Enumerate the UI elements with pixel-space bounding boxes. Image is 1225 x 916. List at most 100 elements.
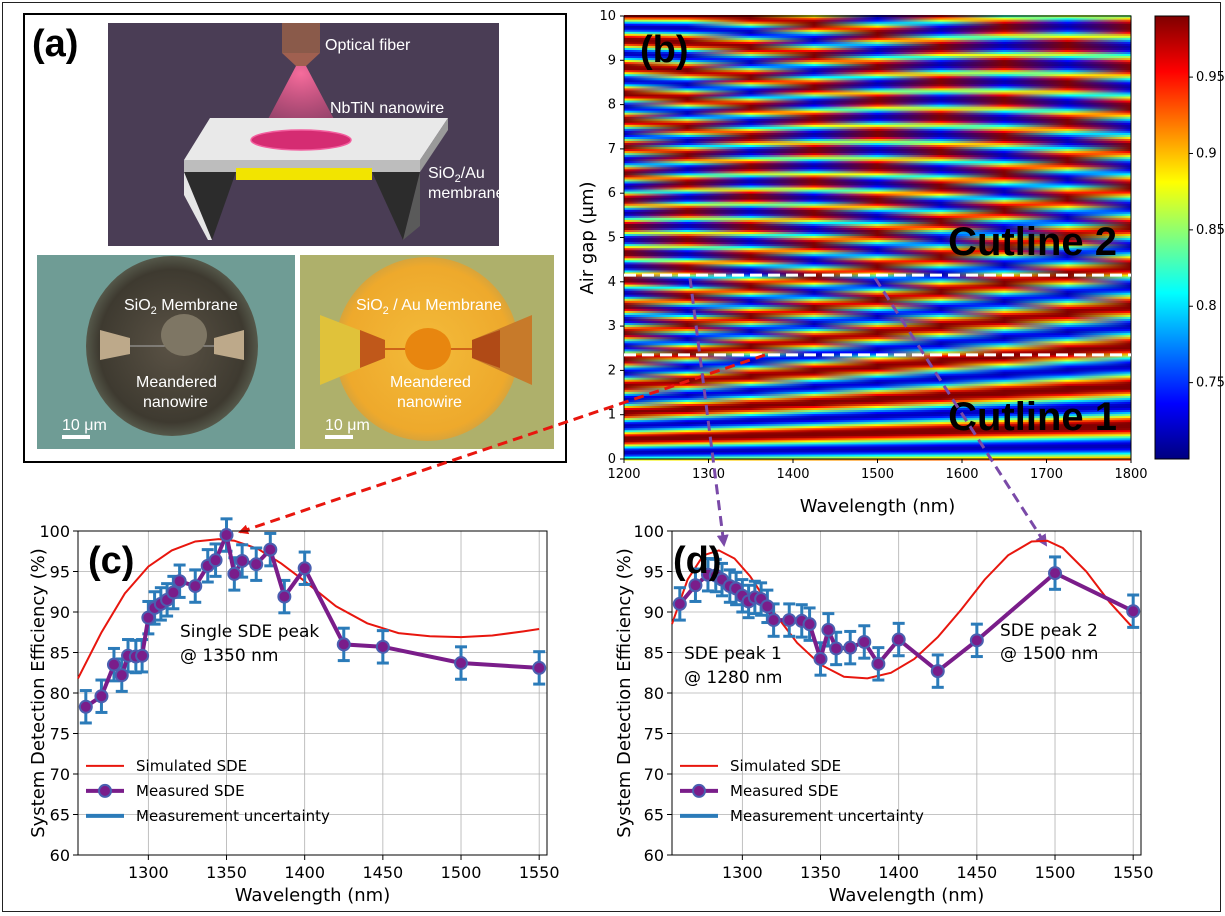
heatmap-row xyxy=(624,213,1131,216)
heatmap-row xyxy=(624,23,1131,26)
heatmap-row xyxy=(624,142,1131,146)
heatmap-row xyxy=(624,156,1131,160)
cutline-2-label: Cutline 2 xyxy=(948,220,1117,264)
heatmap-row xyxy=(624,39,1131,42)
heatmap-row xyxy=(624,255,1131,259)
heatmap-row xyxy=(624,294,1131,297)
heatmap-row xyxy=(624,41,1131,44)
heatmap-row xyxy=(624,269,1131,273)
heatmap-row xyxy=(624,375,1131,378)
heatmap-row xyxy=(624,95,1131,99)
heatmap-row xyxy=(624,261,1131,265)
heatmap-row xyxy=(624,106,1131,109)
cutlines: Cutline 1 Cutline 2 xyxy=(624,220,1131,439)
x-tick-label: 1400 xyxy=(878,863,919,882)
heatmap-row xyxy=(624,17,1131,20)
heatmap-row xyxy=(624,239,1131,243)
y-tick-label: 2 xyxy=(608,363,616,378)
photo-left-scale-label: 10 μm xyxy=(62,417,107,434)
heatmap-row xyxy=(624,391,1131,394)
heatmap-row xyxy=(624,302,1131,305)
heatmap-row xyxy=(624,389,1131,392)
heatmap-row xyxy=(624,243,1131,247)
legend-uncertainty-label: Measurement uncertainty xyxy=(730,807,924,825)
legend-simulated-label: Simulated SDE xyxy=(136,757,247,775)
heatmap-row xyxy=(624,49,1131,52)
y-tick-label: 90 xyxy=(644,603,664,622)
measured-point xyxy=(94,689,109,704)
heatmap-row xyxy=(624,324,1131,328)
y-axis-label: System Detection Efficiency (%) xyxy=(28,548,49,838)
panel-c-letter: (c) xyxy=(88,540,134,582)
heatmap-row xyxy=(624,403,1131,406)
heatmap-axes: 1200 1300 1400 1500 1600 1700 1800 0 1 2 3 4 5 6 7 8 9 10… xyxy=(577,9,1148,517)
y-tick-label: 70 xyxy=(50,765,70,784)
colorbar-tick-label: 0.8 xyxy=(1196,299,1217,314)
heatmap-row xyxy=(624,284,1131,287)
heatmap-row xyxy=(624,393,1131,396)
label-nanowire: NbTiN nanowire xyxy=(330,100,444,117)
heatmap-row xyxy=(624,336,1131,340)
heatmap-row xyxy=(624,31,1131,34)
heatmap-row xyxy=(624,362,1131,366)
heatmap-row xyxy=(624,455,1131,459)
measured-point xyxy=(135,648,150,663)
heatmap-row xyxy=(624,138,1131,141)
heatmap-row xyxy=(624,271,1131,275)
x-tick-label: 1300 xyxy=(128,863,169,882)
heatmap-row xyxy=(624,158,1131,162)
heatmap-row xyxy=(624,27,1131,30)
measured-point xyxy=(263,542,278,557)
heatmap-row xyxy=(624,63,1131,67)
heatmap-row xyxy=(624,292,1131,295)
legend-measured-label: Measured SDE xyxy=(730,782,839,800)
heatmap-row xyxy=(624,178,1131,182)
photo-left-label-1: Meandered xyxy=(136,374,217,391)
heatmap-row xyxy=(624,437,1131,441)
label-sio: SiO xyxy=(428,165,455,182)
heatmap-row xyxy=(624,427,1131,431)
heatmap-row xyxy=(624,397,1131,400)
annotation-1-line-1: SDE peak 1 xyxy=(684,644,782,664)
x-axis-label: Wavelength (nm) xyxy=(235,885,391,906)
heatmap-row xyxy=(624,91,1131,95)
x-tick-label: 1800 xyxy=(1114,467,1147,482)
y-axis-label: Air gap (μm) xyxy=(577,181,598,294)
heatmap-row xyxy=(624,275,1131,279)
heatmap-row xyxy=(624,387,1131,390)
measured-point xyxy=(208,553,223,568)
heatmap-row xyxy=(624,81,1131,85)
y-tick-label: 60 xyxy=(644,846,664,865)
heatmap-row xyxy=(624,182,1131,186)
heatmap-row xyxy=(624,368,1131,372)
heatmap-row xyxy=(624,101,1131,105)
x-tick-label: 1550 xyxy=(1113,863,1154,882)
heatmap-row xyxy=(624,170,1131,174)
photo-right-title-a: SiO xyxy=(356,297,383,314)
heatmap-row xyxy=(624,405,1131,409)
heatmap-row xyxy=(624,217,1131,220)
panel-a: (a) Optical fiber NbTiN nanowire SiO2/Au xyxy=(23,13,567,463)
heatmap-row xyxy=(624,69,1131,73)
heatmap-row xyxy=(624,451,1131,455)
heatmap-row xyxy=(624,417,1131,421)
heatmap-row xyxy=(624,126,1131,129)
y-tick-label: 4 xyxy=(608,275,616,290)
heatmap-row xyxy=(624,381,1131,384)
optical-fiber-icon xyxy=(282,23,320,53)
panel-b-letter: (b) xyxy=(640,29,689,71)
x-tick-label: 1350 xyxy=(206,863,247,882)
measured-point xyxy=(106,657,121,672)
legend-simulated-label: Simulated SDE xyxy=(730,757,841,775)
heatmap-row xyxy=(624,223,1131,226)
heatmap-row xyxy=(624,195,1131,198)
heatmap-row xyxy=(624,330,1131,334)
heatmap-row xyxy=(624,33,1131,36)
y-tick-label: 85 xyxy=(644,644,664,663)
heatmap-row xyxy=(624,233,1131,237)
heatmap-row xyxy=(624,407,1131,411)
y-axis-label: System Detection Efficiency (%) xyxy=(614,548,635,838)
heatmap-row xyxy=(624,453,1131,457)
annotation-line-1: Single SDE peak xyxy=(180,622,319,642)
